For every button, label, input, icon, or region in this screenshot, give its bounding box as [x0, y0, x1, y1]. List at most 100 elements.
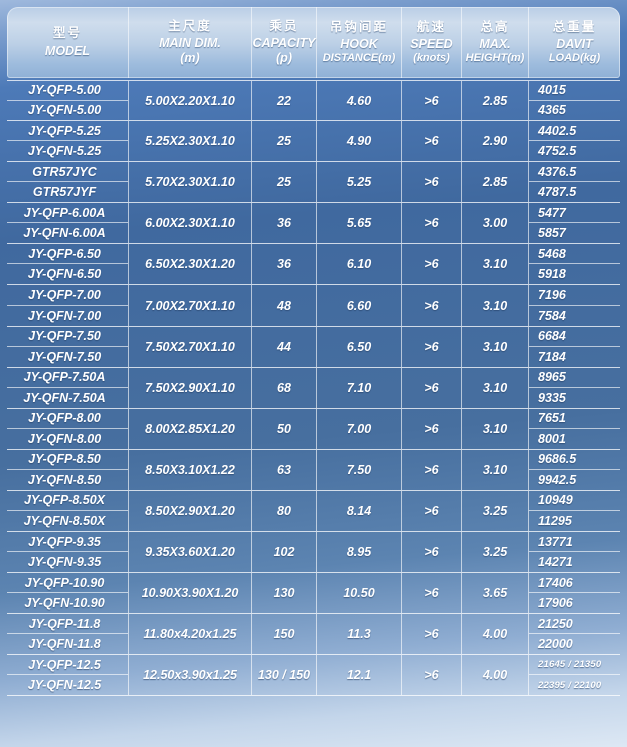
main-dim-value: 7.50X2.70X1.10 [145, 339, 235, 354]
column-header-capacity-en: CAPACITY [252, 35, 316, 50]
cell-max-height: 3.65 [462, 573, 529, 614]
davit-load-bottom-value: 4787.5 [538, 185, 577, 200]
cell-speed: >6 [402, 532, 462, 573]
table-row: JY-QFP-11.8 JY-QFN-11.8 11.80x4.20x1.25 150… [7, 614, 620, 656]
cell-model-top: JY-QFP-9.35 [7, 532, 128, 553]
cell-hook-distance: 6.50 [317, 326, 402, 367]
cell-davit-load: 8965 9335 [529, 368, 620, 408]
table-row: JY-QFP-8.00 JY-QFN-8.00 8.00X2.85X1.20 50 7.… [7, 408, 620, 450]
davit-load-top-value: 21645 / 21350 [538, 659, 602, 671]
cell-max-height: 3.10 [462, 408, 529, 449]
davit-load-top-value: 7651 [538, 411, 566, 426]
speed-value: >6 [424, 627, 439, 642]
hook-distance-value: 11.3 [347, 627, 371, 642]
davit-load-bottom-value: 9942.5 [538, 472, 577, 487]
hook-distance-value: 5.25 [346, 175, 372, 190]
cell-model: JY-QFP-11.8 JY-QFN-11.8 [7, 614, 129, 655]
column-header-main-dim: 主尺度 MAIN DIM. (m) [129, 7, 252, 78]
column-header-model-cn: 型号 [52, 26, 82, 41]
capacity-value: 22 [277, 93, 291, 108]
cell-model: JY-QFP-6.00A JY-QFN-6.00A [7, 203, 129, 244]
cell-davit-load: 5468 5918 [529, 244, 620, 284]
cell-max-height: 3.25 [462, 490, 529, 532]
cell-capacity: 150 [252, 614, 317, 655]
cell-model: JY-QFP-6.50 JY-QFN-6.50 [7, 244, 129, 285]
cell-capacity: 130 / 150 [252, 655, 317, 696]
cell-speed: >6 [402, 121, 462, 162]
cell-max-height: 2.90 [462, 121, 529, 162]
cell-capacity: 44 [252, 326, 317, 367]
model-top-value: JY-QFP-7.00 [28, 287, 101, 302]
cell-speed: >6 [402, 408, 462, 449]
cell-davit-load-bottom: 9942.5 [529, 470, 620, 490]
davit-load-top-value: 17406 [538, 575, 573, 590]
cell-speed: >6 [402, 490, 462, 532]
cell-davit-load-bottom: 11295 [529, 511, 620, 531]
model-bottom-value: JY-QFN-7.50A [23, 390, 106, 405]
cell-model-top: JY-QFP-8.00 [7, 409, 128, 429]
model-top-value: GTR57JYC [32, 164, 97, 179]
davit-load-top-value: 8965 [538, 370, 566, 385]
cell-capacity: 36 [252, 203, 317, 244]
cell-davit-load-bottom: 8001 [529, 429, 620, 449]
table-row: JY-QFP-7.50 JY-QFN-7.50 7.50X2.70X1.10 44 6.… [7, 326, 620, 368]
main-dim-value: 8.50X2.90X1.20 [145, 503, 235, 518]
hook-distance-value: 6.50 [346, 339, 372, 354]
max-height-value: 3.10 [482, 462, 508, 477]
model-top-value: JY-QFP-10.90 [24, 575, 105, 590]
cell-davit-load: 21250 22000 [529, 614, 620, 654]
column-header-model-en: MODEL [44, 43, 91, 58]
main-dim-value: 8.00X2.85X1.20 [145, 421, 235, 436]
cell-davit-load-top: 13771 [529, 532, 620, 553]
davit-load-bottom-value: 11295 [538, 514, 572, 528]
davit-load-top-value: 4015 [538, 83, 566, 98]
model-bottom-value: JY-QFN-11.8 [28, 637, 101, 652]
model-bottom-value: JY-QFN-8.00 [27, 431, 102, 446]
model-top-value: JY-QFP-7.50A [23, 370, 106, 385]
cell-model-bottom: JY-QFN-5.25 [7, 141, 128, 161]
cell-davit-load-bottom: 22395 / 22100 [529, 675, 620, 695]
column-header-speed-unit: (knots) [413, 52, 450, 65]
model-top-value: JY-QFP-6.50 [28, 246, 101, 261]
model-top-value: JY-QFP-8.50X [23, 493, 106, 508]
cell-max-height: 3.00 [462, 203, 529, 244]
max-height-value: 3.65 [482, 586, 508, 601]
speed-value: >6 [424, 380, 439, 395]
model-bottom-value: JY-QFN-7.00 [27, 308, 102, 323]
cell-model: JY-QFP-7.00 JY-QFN-7.00 [7, 285, 129, 326]
model-bottom-value: JY-QFN-6.50 [27, 267, 102, 282]
main-dim-value: 6.50X2.30X1.20 [145, 257, 235, 272]
speed-value: >6 [424, 257, 439, 272]
cell-capacity: 102 [252, 532, 317, 573]
model-bottom-value: JY-QFN-10.90 [24, 596, 105, 611]
hook-distance-value: 7.50 [346, 462, 372, 477]
max-height-value: 4.00 [482, 627, 508, 642]
cell-speed: >6 [402, 573, 462, 614]
cell-max-height: 2.85 [462, 81, 529, 121]
davit-load-bottom-value: 5857 [538, 226, 566, 241]
cell-main-dim: 9.35X3.60X1.20 [129, 532, 252, 573]
model-bottom-value: JY-QFN-5.00 [27, 103, 102, 118]
cell-model-top: JY-QFP-5.00 [7, 81, 128, 101]
cell-davit-load-top: 9686.5 [529, 450, 620, 470]
main-dim-value: 10.90X3.90X1.20 [141, 586, 239, 601]
column-header-max-height-cn: 总高 [480, 19, 510, 34]
model-top-value: JY-QFP-6.00A [23, 205, 106, 220]
cell-hook-distance: 4.90 [317, 121, 402, 162]
cell-davit-load: 17406 17906 [529, 573, 620, 613]
speed-value: >6 [424, 586, 439, 601]
davit-load-bottom-value: 7584 [538, 308, 566, 323]
cell-capacity: 130 [252, 573, 317, 614]
cell-model: JY-QFP-5.25 JY-QFN-5.25 [7, 121, 129, 162]
cell-davit-load-bottom: 7584 [529, 306, 620, 326]
column-header-hook-distance-en: HOOK [340, 36, 378, 51]
cell-davit-load-top: 5477 [529, 203, 620, 224]
hook-distance-value: 4.90 [346, 134, 372, 149]
davit-load-bottom-value: 8001 [538, 431, 566, 446]
table-row: JY-QFP-7.00 JY-QFN-7.00 7.00X2.70X1.10 48 6.… [7, 285, 620, 327]
cell-model-top: JY-QFP-5.25 [7, 121, 128, 142]
davit-load-top-value: 9686.5 [538, 452, 577, 467]
model-bottom-value: JY-QFN-6.00A [23, 226, 106, 241]
hook-distance-value: 6.10 [346, 257, 372, 272]
cell-davit-load: 5477 5857 [529, 203, 620, 243]
